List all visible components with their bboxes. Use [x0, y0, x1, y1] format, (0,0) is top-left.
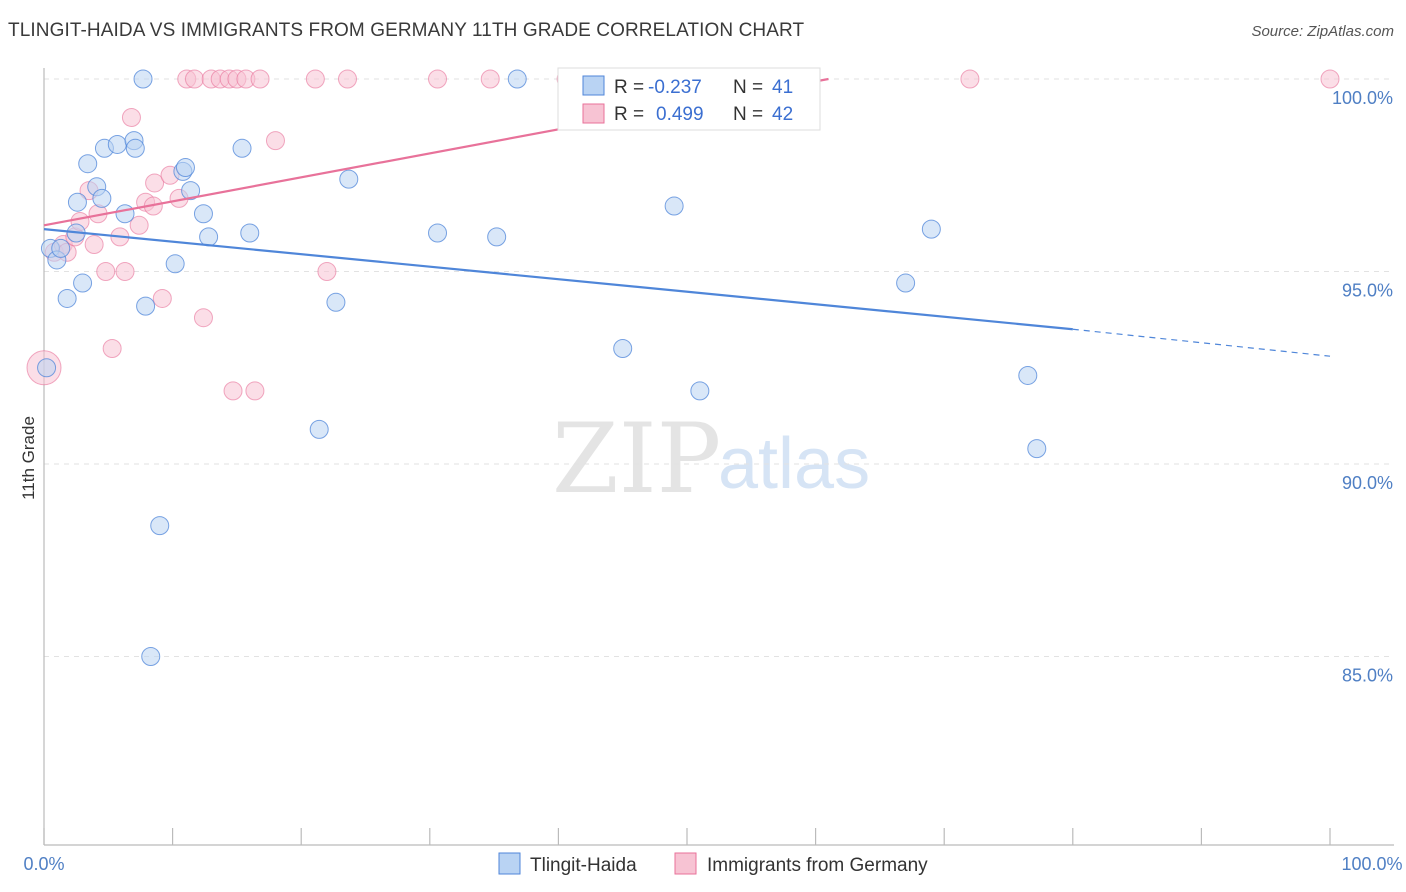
point-immigrants-from-germany: [265, 131, 285, 151]
point-tlingit-haida: [175, 158, 195, 178]
point-immigrants-from-germany: [337, 69, 357, 89]
point-immigrants-from-germany: [223, 381, 243, 401]
point-immigrants-from-germany: [152, 288, 172, 308]
point-tlingit-haida: [690, 381, 710, 401]
point-tlingit-haida: [115, 204, 135, 224]
point-tlingit-haida: [1027, 439, 1047, 459]
point-tlingit-haida: [165, 254, 185, 274]
point-tlingit-haida: [1018, 365, 1038, 385]
bottom-legend-label-blue: Tlingit-Haida: [530, 855, 637, 876]
legend-n-value-blue: 41: [772, 77, 793, 98]
point-tlingit-haida: [199, 227, 219, 247]
point-tlingit-haida: [181, 181, 201, 201]
y-tick-label: 95.0%: [1342, 281, 1393, 301]
source-label: Source: ZipAtlas.com: [1251, 23, 1394, 40]
point-immigrants-from-germany: [960, 69, 980, 89]
point-tlingit-haida: [896, 273, 916, 293]
point-immigrants-from-germany: [102, 339, 122, 358]
point-tlingit-haida: [613, 339, 633, 358]
point-tlingit-haida: [37, 358, 57, 378]
point-tlingit-haida: [309, 419, 329, 439]
bottom-legend-swatch-blue: [498, 852, 521, 875]
point-tlingit-haida: [136, 296, 156, 316]
point-tlingit-haida: [107, 134, 127, 154]
point-immigrants-from-germany: [129, 215, 149, 235]
y-tick-label: 90.0%: [1342, 473, 1393, 493]
point-tlingit-haida: [57, 288, 77, 308]
point-tlingit-haida: [73, 273, 93, 293]
bottom-legend-swatch-pink: [674, 852, 697, 875]
legend-swatch-blue: [582, 75, 605, 96]
point-tlingit-haida: [141, 647, 161, 666]
point-tlingit-haida: [125, 138, 145, 158]
legend-n-label-pink: N =: [733, 104, 763, 125]
x-tick-label-max: 100.0%: [1341, 854, 1402, 874]
point-immigrants-from-germany: [317, 262, 337, 281]
point-tlingit-haida: [232, 138, 252, 158]
legend-r-label-blue: R =: [614, 77, 644, 98]
point-immigrants-from-germany: [250, 69, 270, 89]
chart-title: TLINGIT-HAIDA VS IMMIGRANTS FROM GERMANY…: [8, 20, 805, 41]
point-immigrants-from-germany: [84, 235, 104, 255]
point-immigrants-from-germany: [121, 108, 141, 127]
y-tick-label: 85.0%: [1342, 666, 1393, 686]
legend-r-value-blue: -0.237: [648, 77, 702, 98]
point-immigrants-from-germany: [305, 69, 325, 89]
point-immigrants-from-germany: [428, 69, 448, 89]
trendline-tlingit-haida: [43, 228, 1073, 331]
correlation-legend: R = -0.237 N = 41 R = 0.499 N = 42: [557, 67, 821, 131]
point-tlingit-haida: [240, 223, 260, 243]
point-immigrants-from-germany: [96, 262, 116, 281]
legend-r-label-pink: R =: [614, 104, 644, 125]
legend-n-label-blue: N =: [733, 77, 763, 98]
point-tlingit-haida: [51, 238, 71, 258]
point-immigrants-from-germany: [193, 308, 213, 328]
point-immigrants-from-germany: [480, 69, 500, 89]
point-tlingit-haida: [487, 227, 507, 247]
legend-n-value-pink: 42: [772, 104, 793, 125]
point-tlingit-haida: [921, 219, 941, 239]
y-tick-labels: 100.0% 95.0% 90.0% 85.0%: [1332, 88, 1393, 686]
point-tlingit-haida: [339, 169, 359, 189]
point-immigrants-from-germany: [245, 381, 265, 401]
point-tlingit-haida: [67, 192, 87, 212]
series-legend: Tlingit-Haida Immigrants from Germany: [498, 852, 928, 876]
point-tlingit-haida: [326, 292, 346, 312]
point-immigrants-from-germany: [184, 69, 204, 89]
point-tlingit-haida: [664, 196, 684, 216]
point-tlingit-haida: [428, 223, 448, 243]
y-tick-label: 100.0%: [1332, 88, 1393, 108]
legend-swatch-pink: [582, 103, 605, 124]
gridlines: [44, 78, 1394, 657]
bottom-legend-label-pink: Immigrants from Germany: [707, 855, 928, 876]
trendline-tlingit-haida-extrapolated: [1072, 328, 1331, 357]
point-tlingit-haida: [150, 516, 170, 536]
point-tlingit-haida: [133, 69, 153, 89]
point-immigrants-from-germany: [1320, 69, 1340, 89]
watermark-zip: ZIP: [552, 403, 721, 515]
legend-r-value-pink: 0.499: [656, 104, 704, 125]
point-tlingit-haida: [92, 188, 112, 208]
point-immigrants-from-germany: [145, 173, 165, 193]
series-tlingit-haida: [37, 69, 1047, 666]
point-immigrants-from-germany: [115, 262, 135, 281]
x-tick-label-min: 0.0%: [23, 854, 64, 874]
point-tlingit-haida: [78, 154, 98, 174]
y-axis-label: 11th Grade: [19, 416, 38, 500]
x-axis-ticks: [43, 828, 1331, 845]
point-tlingit-haida: [193, 204, 213, 224]
point-tlingit-haida: [507, 69, 527, 89]
